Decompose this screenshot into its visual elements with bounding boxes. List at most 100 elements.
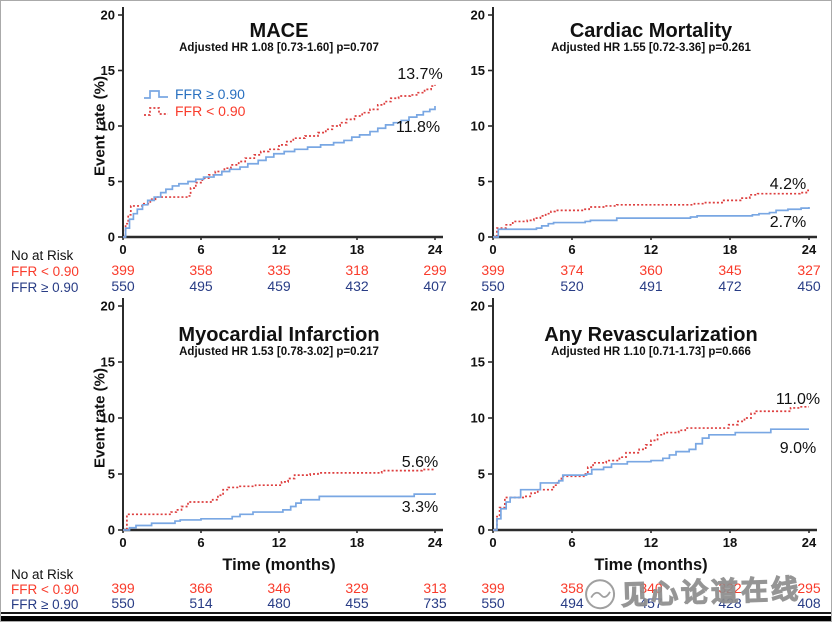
risk-count-ge: 408 <box>797 595 821 611</box>
endlabel-mace-ge: 11.8% <box>395 119 441 136</box>
curve-ge <box>493 428 809 531</box>
y-tick-label: 5 <box>478 174 485 189</box>
y-tick-label: 20 <box>101 299 115 314</box>
risk-count-ge: 450 <box>797 278 821 294</box>
curve-ge <box>493 207 810 238</box>
endlabel-revasc-ge: 9.0% <box>779 440 817 457</box>
endlabel-revasc-lt: 11.0% <box>775 391 821 408</box>
legend-row-ge: FFR ≥ 0.90 <box>143 85 245 102</box>
risk-count-ge: 550 <box>481 595 505 611</box>
endlabel-cardiac-ge: 2.7% <box>769 214 807 231</box>
risk-row-label-lt-top: FFR < 0.90 <box>11 264 79 279</box>
curve-lt <box>493 405 809 531</box>
curve-ge <box>123 493 436 531</box>
x-tick-label: 12 <box>272 535 286 550</box>
legend: FFR ≥ 0.90 FFR < 0.90 <box>143 85 245 119</box>
x-tick-label: 0 <box>489 242 496 257</box>
x-axis-title-right: Time (months) <box>594 556 708 574</box>
y-tick-label: 15 <box>101 355 115 370</box>
panel-subtitle-mace: Adjusted HR 1.08 [0.73-1.60] p=0.707 <box>179 42 379 54</box>
risk-count-ge: 457 <box>639 595 663 611</box>
risk-count-lt: 340 <box>639 580 663 596</box>
y-axis-title-top: Event rate (%) <box>91 75 109 177</box>
x-tick-label: 6 <box>197 242 204 257</box>
risk-count-lt: 399 <box>481 262 505 278</box>
legend-label-lt: FFR < 0.90 <box>175 102 246 119</box>
curve-lt <box>123 468 435 531</box>
risk-count-ge: 520 <box>560 278 584 294</box>
panel-subtitle-revasc: Adjusted HR 1.10 [0.71-1.73] p=0.666 <box>551 346 751 358</box>
legend-row-lt: FFR < 0.90 <box>143 102 245 119</box>
risk-count-ge: 550 <box>111 595 135 611</box>
y-tick-label: 0 <box>478 523 485 538</box>
y-tick-label: 20 <box>471 8 485 23</box>
risk-count-lt: 399 <box>111 580 135 596</box>
x-tick-label: 6 <box>197 535 204 550</box>
x-tick-label: 6 <box>568 242 575 257</box>
risk-count-lt: 345 <box>718 262 742 278</box>
x-tick-label: 18 <box>350 535 364 550</box>
y-tick-label: 20 <box>471 299 485 314</box>
risk-count-lt: 335 <box>267 262 291 278</box>
risk-count-ge: 480 <box>267 595 291 611</box>
risk-count-ge: 735 <box>423 595 447 611</box>
x-tick-label: 0 <box>489 535 496 550</box>
bottom-bar <box>1 616 831 621</box>
risk-count-lt: 346 <box>267 580 291 596</box>
risk-count-ge: 550 <box>481 278 505 294</box>
panel-title-revasc: Any Revascularization <box>544 324 758 346</box>
risk-count-lt: 313 <box>423 580 447 596</box>
x-tick-label: 24 <box>428 242 443 257</box>
risk-count-lt: 399 <box>481 580 505 596</box>
x-tick-label: 6 <box>568 535 575 550</box>
endlabel-mace-lt: 13.7% <box>397 66 443 83</box>
legend-glyph-blue-step-icon <box>144 89 168 99</box>
curve-lt <box>123 84 436 238</box>
risk-count-ge: 407 <box>423 278 447 294</box>
risk-count-ge: 550 <box>111 278 135 294</box>
risk-row-label-ge-top: FFR ≥ 0.90 <box>11 280 79 295</box>
x-axis-title-left: Time (months) <box>222 556 336 574</box>
y-tick-label: 15 <box>471 63 485 78</box>
panel-title-cardiac: Cardiac Mortality <box>569 20 733 42</box>
x-tick-label: 24 <box>802 535 817 550</box>
risk-count-lt: 322 <box>718 580 742 596</box>
bottom-rule <box>1 612 831 614</box>
risk-count-lt: 366 <box>189 580 213 596</box>
panel-title-mi: Myocardial Infarction <box>178 324 380 346</box>
y-tick-label: 20 <box>101 8 115 23</box>
risk-row-label-lt-bottom: FFR < 0.90 <box>11 582 79 597</box>
legend-label-ge: FFR ≥ 0.90 <box>175 85 245 102</box>
y-tick-label: 0 <box>108 230 115 245</box>
risk-count-lt: 374 <box>560 262 584 278</box>
y-tick-label: 10 <box>471 411 485 426</box>
risk-count-lt: 399 <box>111 262 135 278</box>
legend-glyph-red-dotted-step-icon <box>144 106 168 116</box>
x-tick-label: 0 <box>119 535 126 550</box>
y-tick-label: 10 <box>101 411 115 426</box>
curve-lt <box>493 189 809 238</box>
risk-count-lt: 329 <box>345 580 369 596</box>
x-tick-label: 18 <box>723 535 737 550</box>
panel-title-mace: MACE <box>249 20 309 42</box>
risk-count-ge: 514 <box>189 595 213 611</box>
risk-count-lt: 358 <box>560 580 584 596</box>
risk-header-bottom: No at Risk <box>11 567 74 582</box>
panel-subtitle-cardiac: Adjusted HR 1.55 [0.72-3.36] p=0.261 <box>551 42 751 54</box>
endlabel-mi-ge: 3.3% <box>401 499 439 516</box>
risk-count-lt: 318 <box>345 262 369 278</box>
y-axis-title-bottom: Event rate (%) <box>91 367 109 469</box>
y-tick-label: 0 <box>478 230 485 245</box>
x-tick-label: 12 <box>644 535 658 550</box>
x-tick-label: 18 <box>350 242 364 257</box>
risk-count-ge: 432 <box>345 278 369 294</box>
risk-row-label-ge-bottom: FFR ≥ 0.90 <box>11 597 79 612</box>
y-tick-label: 15 <box>101 63 115 78</box>
risk-count-lt: 358 <box>189 262 213 278</box>
risk-count-ge: 494 <box>560 595 584 611</box>
x-tick-label: 24 <box>428 535 443 550</box>
risk-count-lt: 327 <box>797 262 821 278</box>
x-tick-label: 18 <box>723 242 737 257</box>
y-tick-label: 5 <box>108 467 115 482</box>
